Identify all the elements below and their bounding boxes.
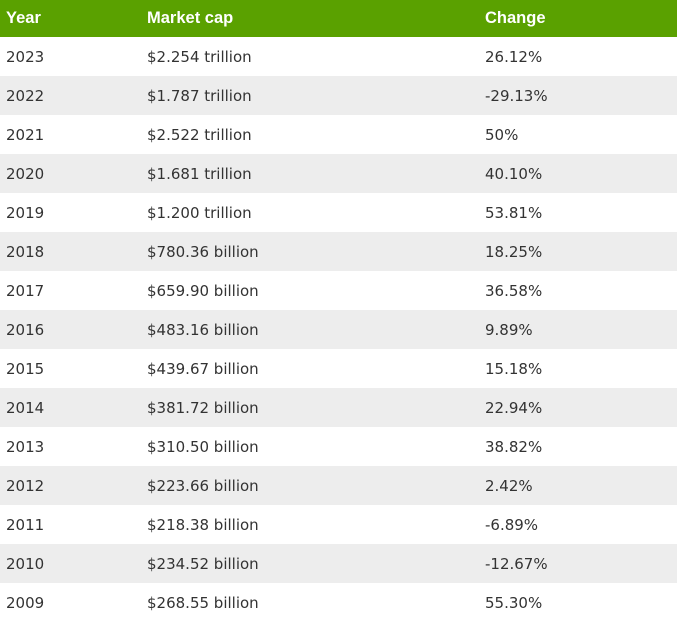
cell-year: 2023 bbox=[6, 47, 45, 66]
header-row: Year Market cap Change bbox=[0, 0, 677, 37]
cell-year: 2014 bbox=[6, 398, 45, 417]
table-row: 2009 $268.55 billion 55.30% bbox=[0, 583, 677, 622]
cell-year: 2012 bbox=[6, 476, 45, 495]
cell-market-cap: $310.50 billion bbox=[147, 437, 259, 456]
cell-change: -29.13% bbox=[485, 86, 548, 105]
cell-year: 2020 bbox=[6, 164, 45, 183]
cell-year: 2010 bbox=[6, 554, 45, 573]
cell-market-cap: $2.254 trillion bbox=[147, 47, 252, 66]
table-row: 2013 $310.50 billion 38.82% bbox=[0, 427, 677, 466]
header-year: Year bbox=[6, 9, 41, 27]
table-row: 2018 $780.36 billion 18.25% bbox=[0, 232, 677, 271]
table-row: 2020 $1.681 trillion 40.10% bbox=[0, 154, 677, 193]
cell-change: 18.25% bbox=[485, 242, 543, 261]
cell-market-cap: $234.52 billion bbox=[147, 554, 259, 573]
cell-year: 2021 bbox=[6, 125, 45, 144]
cell-change: 15.18% bbox=[485, 359, 543, 378]
table-row: 2019 $1.200 trillion 53.81% bbox=[0, 193, 677, 232]
cell-market-cap: $483.16 billion bbox=[147, 320, 259, 339]
cell-change: 38.82% bbox=[485, 437, 543, 456]
cell-year: 2016 bbox=[6, 320, 45, 339]
table-row: 2016 $483.16 billion 9.89% bbox=[0, 310, 677, 349]
cell-market-cap: $268.55 billion bbox=[147, 593, 259, 612]
cell-market-cap: $218.38 billion bbox=[147, 515, 259, 534]
cell-market-cap: $659.90 billion bbox=[147, 281, 259, 300]
cell-year: 2019 bbox=[6, 203, 45, 222]
cell-change: 40.10% bbox=[485, 164, 543, 183]
cell-market-cap: $1.681 trillion bbox=[147, 164, 252, 183]
cell-market-cap: $223.66 billion bbox=[147, 476, 259, 495]
cell-year: 2013 bbox=[6, 437, 45, 456]
header-change: Change bbox=[485, 9, 546, 27]
cell-market-cap: $381.72 billion bbox=[147, 398, 259, 417]
header-market-cap: Market cap bbox=[147, 9, 234, 27]
cell-change: 22.94% bbox=[485, 398, 543, 417]
table-row: 2010 $234.52 billion -12.67% bbox=[0, 544, 677, 583]
table-row: 2014 $381.72 billion 22.94% bbox=[0, 388, 677, 427]
table-header: Year Market cap Change bbox=[0, 0, 677, 37]
cell-year: 2022 bbox=[6, 86, 45, 105]
table-row: 2023 $2.254 trillion 26.12% bbox=[0, 37, 677, 76]
cell-change: 53.81% bbox=[485, 203, 543, 222]
cell-change: 36.58% bbox=[485, 281, 543, 300]
table-body: 2023 $2.254 trillion 26.12% 2022 $1.787 tril… bbox=[0, 37, 677, 622]
cell-year: 2011 bbox=[6, 515, 45, 534]
table-row: 2012 $223.66 billion 2.42% bbox=[0, 466, 677, 505]
cell-market-cap: $439.67 billion bbox=[147, 359, 259, 378]
cell-change: 55.30% bbox=[485, 593, 543, 612]
cell-year: 2009 bbox=[6, 593, 45, 612]
cell-year: 2018 bbox=[6, 242, 45, 261]
cell-change: 26.12% bbox=[485, 47, 543, 66]
cell-market-cap: $2.522 trillion bbox=[147, 125, 252, 144]
cell-change: -6.89% bbox=[485, 515, 539, 534]
table-row: 2015 $439.67 billion 15.18% bbox=[0, 349, 677, 388]
cell-market-cap: $780.36 billion bbox=[147, 242, 259, 261]
cell-change: 2.42% bbox=[485, 476, 533, 495]
table-row: 2011 $218.38 billion -6.89% bbox=[0, 505, 677, 544]
cell-year: 2017 bbox=[6, 281, 45, 300]
cell-change: -12.67% bbox=[485, 554, 548, 573]
table-row: 2017 $659.90 billion 36.58% bbox=[0, 271, 677, 310]
cell-market-cap: $1.787 trillion bbox=[147, 86, 252, 105]
cell-change: 9.89% bbox=[485, 320, 533, 339]
table-row: 2022 $1.787 trillion -29.13% bbox=[0, 76, 677, 115]
cell-market-cap: $1.200 trillion bbox=[147, 203, 252, 222]
table-row: 2021 $2.522 trillion 50% bbox=[0, 115, 677, 154]
cell-year: 2015 bbox=[6, 359, 45, 378]
cell-change: 50% bbox=[485, 125, 519, 144]
